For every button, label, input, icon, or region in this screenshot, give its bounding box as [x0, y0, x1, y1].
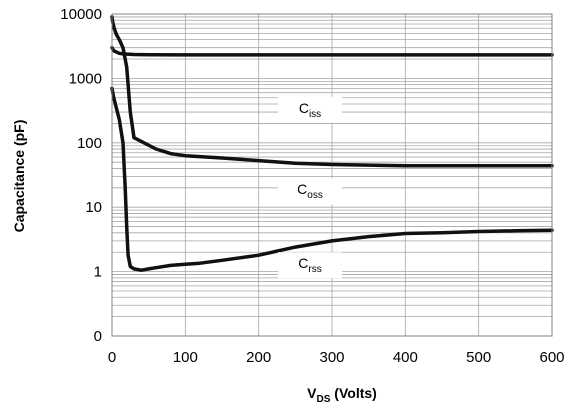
- y-tick-label: 10: [85, 199, 102, 216]
- x-axis-title: VDS (Volts): [307, 385, 377, 405]
- series-line-iss: [110, 45, 554, 57]
- x-axis-title-rest: (Volts): [330, 385, 376, 401]
- y-tick-label: 10000: [60, 6, 102, 23]
- series-label-rss: Crss: [298, 255, 321, 275]
- series-line-rss: [110, 86, 554, 272]
- grid: [112, 14, 552, 337]
- series-label-iss: Ciss: [299, 100, 321, 120]
- x-axis-title-main: V: [307, 385, 317, 401]
- series-label-bg: [278, 96, 342, 123]
- series-label-bg: [278, 252, 342, 279]
- plot-frame: [111, 13, 553, 337]
- y-tick-label: 1: [94, 264, 102, 281]
- x-tick-label: 600: [539, 349, 564, 366]
- series-layer: [110, 15, 554, 272]
- y-tick-label: 100: [77, 135, 102, 152]
- series-label-bg: [278, 178, 342, 205]
- x-tick-label: 300: [319, 349, 344, 366]
- y-tick-label: 1000: [69, 70, 102, 87]
- y-tick-labels: 0 1 10 100 1000 10000: [60, 6, 102, 345]
- series-label-oss: Coss: [297, 181, 323, 201]
- x-tick-label: 500: [466, 349, 491, 366]
- x-axis-title-sub: DS: [317, 394, 331, 405]
- series-labels: Ciss Coss Crss: [278, 96, 342, 279]
- y-axis-title: Capacitance (pF): [11, 120, 27, 233]
- x-tick-label: 0: [108, 349, 116, 366]
- x-tick-label: 400: [393, 349, 418, 366]
- x-tick-label: 200: [246, 349, 271, 366]
- x-tick-label: 100: [173, 349, 198, 366]
- series-line-oss: [110, 15, 554, 168]
- y-tick-label: 0: [94, 328, 102, 345]
- x-tick-labels: 0 100 200 300 400 500 600: [108, 349, 565, 366]
